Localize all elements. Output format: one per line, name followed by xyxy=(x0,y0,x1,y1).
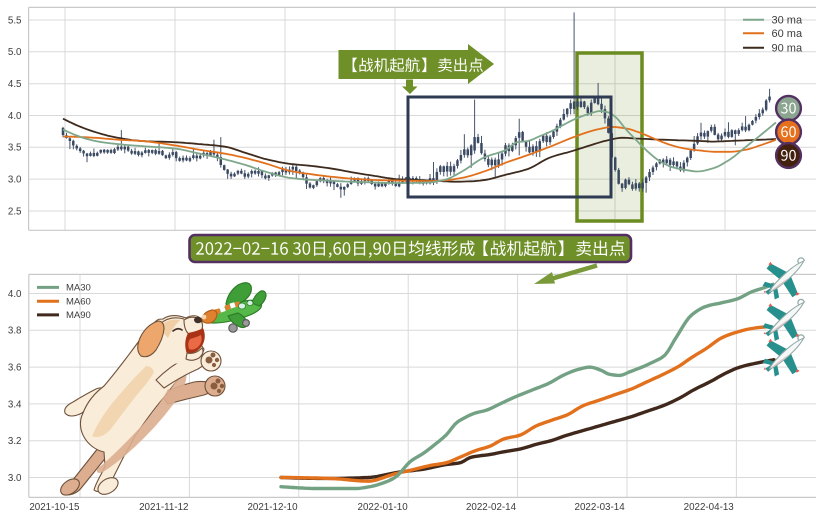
svg-text:2.5: 2.5 xyxy=(8,206,22,217)
svg-text:MA30: MA30 xyxy=(66,283,91,294)
svg-text:3.0: 3.0 xyxy=(8,473,22,484)
svg-text:30 ma: 30 ma xyxy=(772,15,803,27)
svg-text:2021-10-15: 2021-10-15 xyxy=(29,502,80,513)
svg-text:2022-04-13: 2022-04-13 xyxy=(684,502,735,513)
svg-text:3.6: 3.6 xyxy=(8,363,22,374)
svg-text:3.8: 3.8 xyxy=(8,326,22,337)
svg-text:90 ma: 90 ma xyxy=(772,43,803,55)
svg-text:2022-03-14: 2022-03-14 xyxy=(575,502,626,513)
svg-text:MA60: MA60 xyxy=(66,297,91,308)
svg-text:4.0: 4.0 xyxy=(8,289,22,300)
svg-text:3.0: 3.0 xyxy=(8,175,22,186)
svg-text:60 ma: 60 ma xyxy=(772,28,803,40)
svg-text:2021-11-12: 2021-11-12 xyxy=(139,502,188,513)
svg-text:4.5: 4.5 xyxy=(8,79,22,90)
svg-text:4.0: 4.0 xyxy=(8,111,22,122)
svg-text:2022-02-14: 2022-02-14 xyxy=(466,502,517,513)
svg-text:2021-12-10: 2021-12-10 xyxy=(247,502,298,513)
svg-text:5.5: 5.5 xyxy=(8,15,22,26)
svg-text:2022-01-10: 2022-01-10 xyxy=(358,502,409,513)
svg-text:3.4: 3.4 xyxy=(8,399,22,410)
svg-text:3.2: 3.2 xyxy=(8,436,22,447)
svg-text:5.0: 5.0 xyxy=(8,47,22,58)
svg-text:MA90: MA90 xyxy=(66,310,91,321)
svg-text:3.5: 3.5 xyxy=(8,143,22,154)
